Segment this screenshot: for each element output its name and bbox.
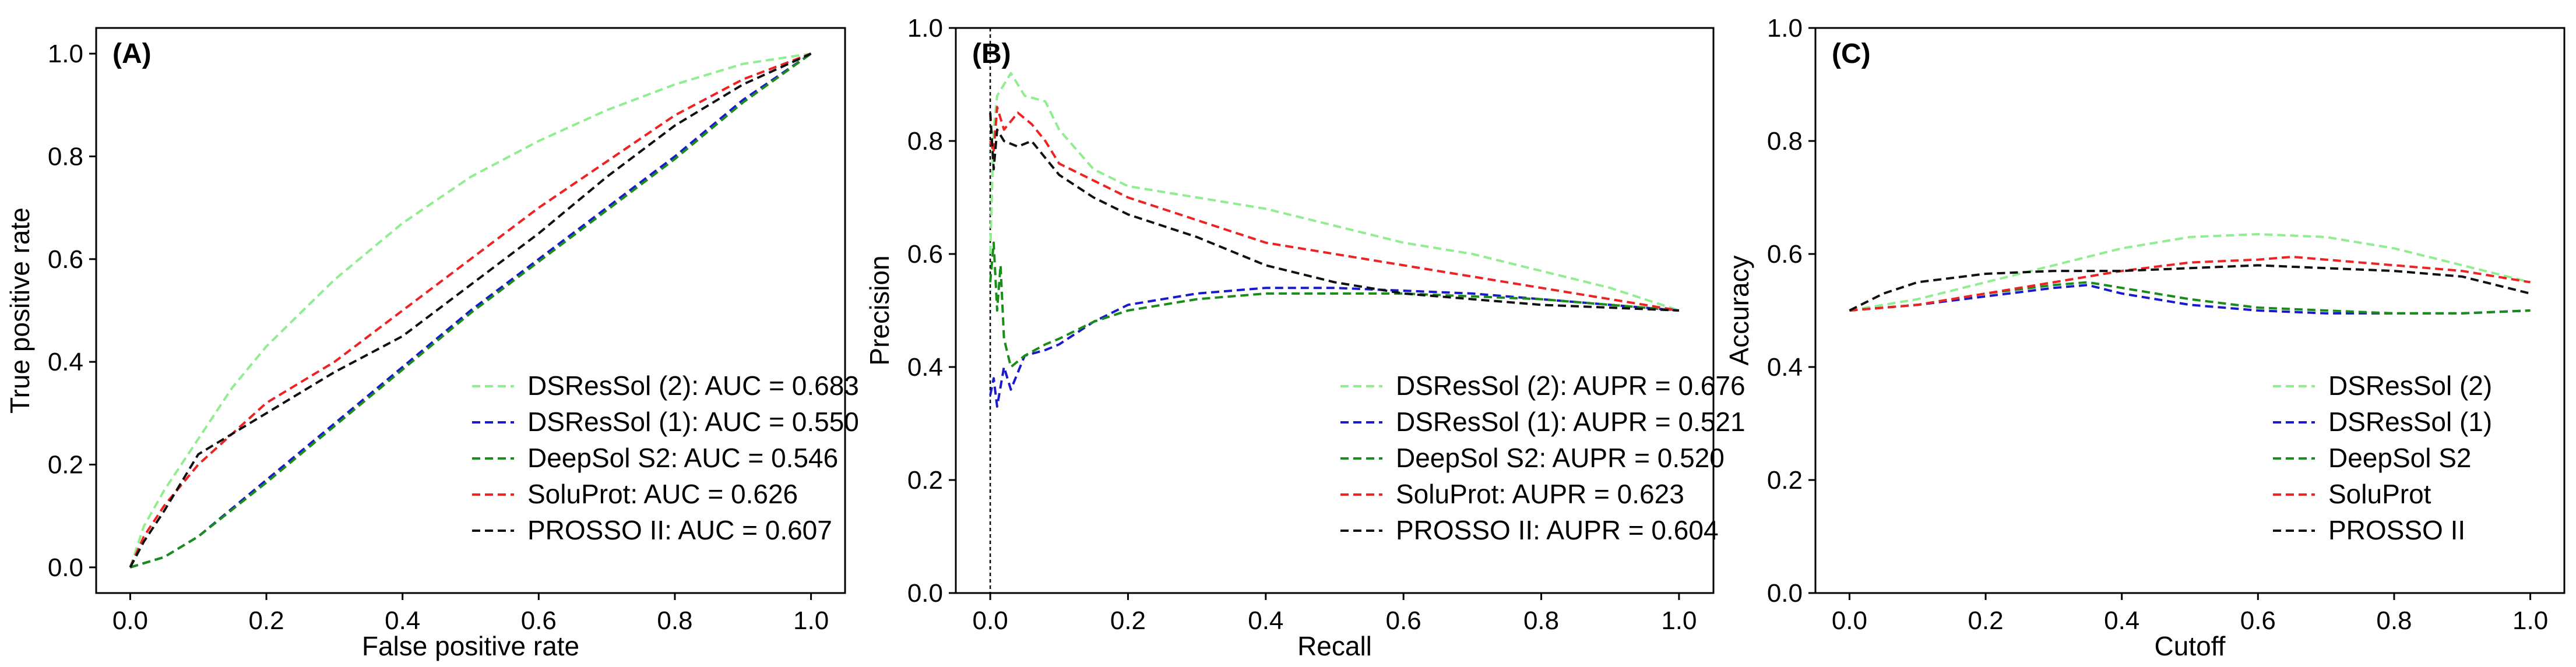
x-tick-label: 0.0 <box>973 606 1008 635</box>
y-axis-label: True positive rate <box>5 207 35 414</box>
x-tick-label: 0.6 <box>1386 606 1421 635</box>
y-tick-label: 0.0 <box>48 553 83 582</box>
y-tick-label: 0.6 <box>1767 240 1803 269</box>
y-tick-label: 0.0 <box>1767 579 1803 608</box>
series-group <box>1849 233 2531 315</box>
panel-a: (A) 0.0 0.2 0.4 0.6 0.8 1.0 0.0 0.2 0.4 0.6 0.8 1.0 F… <box>5 27 859 661</box>
legend-entry: DSResSol (1) <box>2328 407 2492 437</box>
x-tick-label: 0.0 <box>1832 606 1867 635</box>
series-line-2 <box>1849 284 2531 315</box>
x-tick-label: 0.0 <box>112 606 148 635</box>
x-tick-label: 0.8 <box>1523 606 1559 635</box>
x-axis-label: Cutoff <box>2155 631 2226 661</box>
legend-entry: DSResSol (1): AUPR = 0.521 <box>1396 407 1746 437</box>
series-line-3 <box>989 241 1680 368</box>
x-tick-label: 1.0 <box>793 606 829 635</box>
legend-entry: DSResSol (2) <box>2328 370 2492 401</box>
y-axis-label: Precision <box>864 255 895 365</box>
series-line-5 <box>1849 264 2531 312</box>
legend-entry: DSResSol (2): AUPR = 0.676 <box>1396 370 1746 401</box>
series-line-5 <box>129 52 812 568</box>
legend-entry: SoluProt: AUC = 0.626 <box>527 479 798 509</box>
series-line-1 <box>1849 233 2531 312</box>
y-axis-label: Accuracy <box>1724 255 1754 365</box>
series-line-1 <box>129 52 811 568</box>
x-tick-label: 0.4 <box>2104 606 2139 635</box>
series-line-2 <box>989 287 1680 408</box>
panel-c: (C) 0.0 0.2 0.4 0.6 0.8 1.0 0.0 0.2 0.4 0.6 0.8 1.0 C… <box>1724 14 2566 661</box>
panel-label: (C) <box>1832 38 1871 69</box>
series-group <box>129 52 812 569</box>
x-tick-label: 1.0 <box>2512 606 2548 635</box>
y-tick-label: 0.4 <box>48 348 83 376</box>
panel-b: (B) 0.0 0.2 0.4 0.6 0.8 1.0 0.0 0.2 0.4 0.6 0.8 1.0 R… <box>864 14 1746 661</box>
plot-frame <box>95 27 846 594</box>
legend-entry: SoluProt <box>2328 479 2431 509</box>
plot-frame <box>1814 27 2566 594</box>
panel-label: (B) <box>972 38 1011 69</box>
y-tick-label: 0.0 <box>907 579 943 608</box>
x-tick-label: 0.8 <box>657 606 692 635</box>
x-tick-label: 0.2 <box>1968 606 2003 635</box>
legend-entry: SoluProt: AUPR = 0.623 <box>1396 479 1684 509</box>
x-tick-label: 0.8 <box>2376 606 2412 635</box>
legend-entry: PROSSO II: AUC = 0.607 <box>527 515 832 545</box>
legend-entry: PROSSO II: AUPR = 0.604 <box>1396 515 1719 545</box>
y-tick-label: 0.4 <box>1767 353 1803 382</box>
series-line-3 <box>1849 281 2531 315</box>
series-group <box>989 72 1680 408</box>
y-tick-label: 1.0 <box>48 40 83 68</box>
series-line-4 <box>129 52 812 568</box>
y-tick-label: 0.6 <box>48 245 83 274</box>
panel-label: (A) <box>112 38 152 69</box>
x-tick-label: 1.0 <box>1661 606 1697 635</box>
y-tick-label: 0.2 <box>1767 466 1803 495</box>
x-tick-label: 0.4 <box>385 606 420 635</box>
x-tick-label: 0.6 <box>2240 606 2276 635</box>
plot-frame <box>955 27 1715 594</box>
y-tick-label: 0.2 <box>907 466 943 495</box>
series-line-4 <box>1849 255 2531 312</box>
legend-entry: DeepSol S2 <box>2328 443 2472 473</box>
series-line-5 <box>989 112 1679 312</box>
y-tick-label: 0.8 <box>1767 127 1803 156</box>
x-axis-label: False positive rate <box>362 631 579 661</box>
y-tick-label: 1.0 <box>1767 14 1803 43</box>
y-tick-label: 0.6 <box>907 240 943 269</box>
y-tick-label: 0.8 <box>48 142 83 171</box>
series-line-1 <box>989 72 1680 312</box>
legend-entry: PROSSO II <box>2328 515 2465 545</box>
x-axis-label: Recall <box>1297 631 1372 661</box>
legend-entry: DSResSol (2): AUC = 0.683 <box>527 370 859 401</box>
legend-entry: DSResSol (1): AUC = 0.550 <box>527 407 859 437</box>
x-tick-label: 0.2 <box>248 606 284 635</box>
x-tick-label: 0.6 <box>521 606 557 635</box>
y-tick-label: 0.8 <box>907 127 943 156</box>
legend-entry: DeepSol S2: AUPR = 0.520 <box>1396 443 1725 473</box>
y-tick-label: 0.2 <box>48 451 83 479</box>
x-tick-label: 0.2 <box>1110 606 1146 635</box>
y-tick-label: 0.4 <box>907 353 943 382</box>
legend-entry: DeepSol S2: AUC = 0.546 <box>527 443 838 473</box>
y-tick-label: 1.0 <box>907 14 943 43</box>
x-tick-label: 0.4 <box>1248 606 1283 635</box>
series-line-3 <box>129 52 812 569</box>
